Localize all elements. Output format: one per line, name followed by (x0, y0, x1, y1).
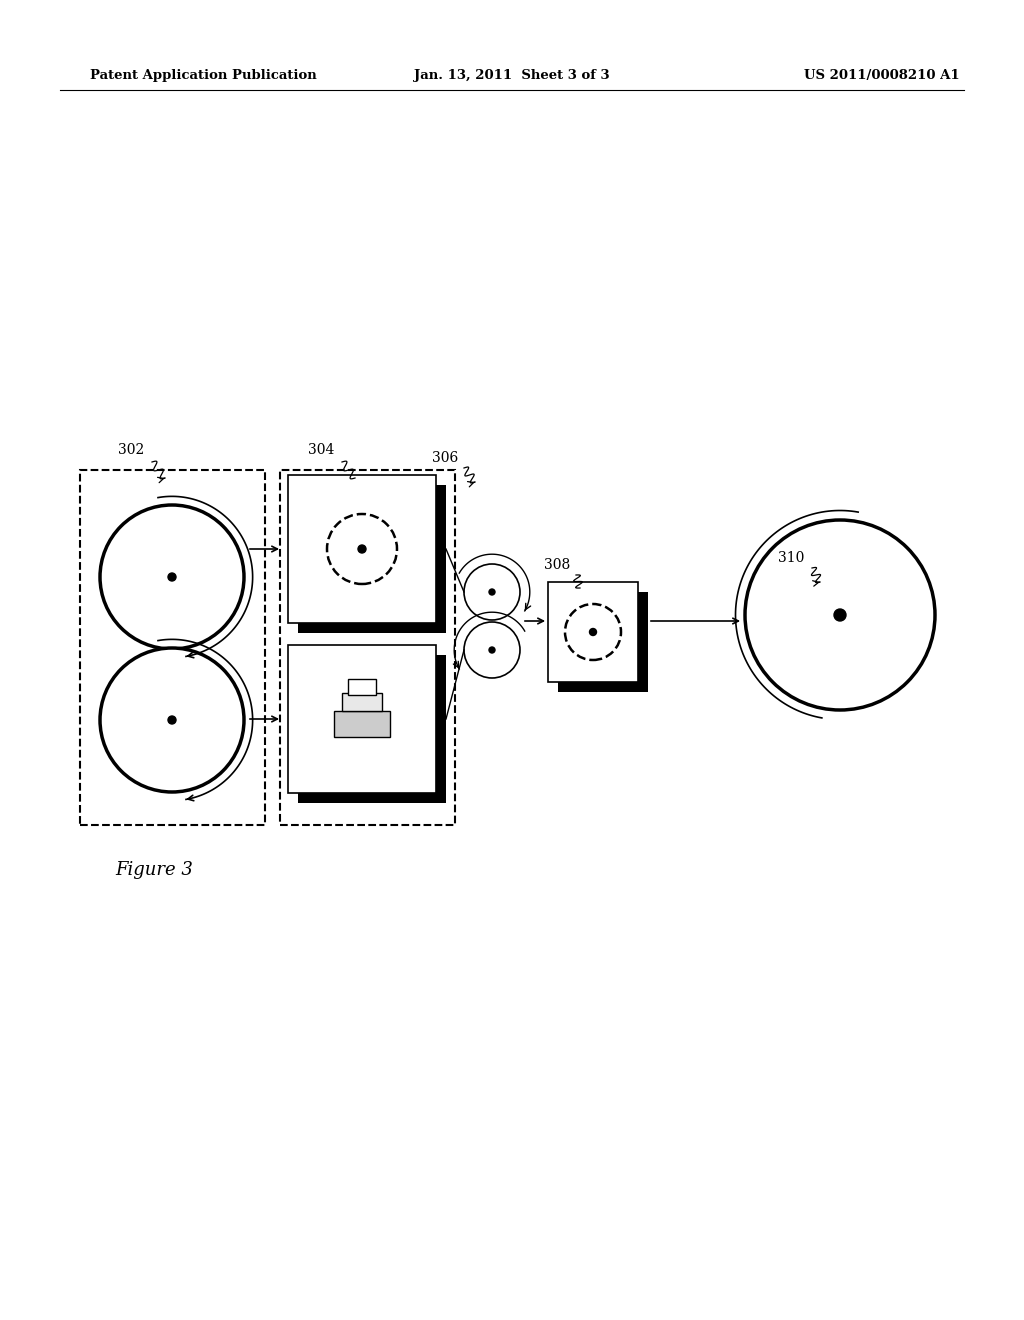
Bar (334, 711, 390, 737)
Circle shape (358, 545, 366, 553)
Text: 308: 308 (544, 558, 570, 572)
Circle shape (745, 520, 935, 710)
Text: 306: 306 (432, 451, 459, 465)
Bar (288, 475, 436, 623)
Circle shape (168, 715, 176, 723)
Circle shape (489, 647, 495, 653)
Text: 310: 310 (778, 550, 805, 565)
Bar (298, 655, 446, 803)
Text: Jan. 13, 2011  Sheet 3 of 3: Jan. 13, 2011 Sheet 3 of 3 (414, 69, 610, 82)
Circle shape (464, 622, 520, 678)
Bar (548, 582, 638, 682)
Text: 304: 304 (308, 444, 335, 457)
Circle shape (327, 513, 397, 583)
Circle shape (565, 605, 621, 660)
Text: 302: 302 (118, 444, 144, 457)
Bar (80, 470, 265, 825)
Circle shape (100, 648, 244, 792)
Text: Patent Application Publication: Patent Application Publication (90, 69, 316, 82)
Bar (342, 693, 382, 711)
Bar (298, 484, 446, 634)
Circle shape (100, 506, 244, 649)
Circle shape (590, 628, 597, 635)
Bar (288, 645, 436, 793)
Bar (280, 470, 455, 825)
Text: Figure 3: Figure 3 (115, 861, 193, 879)
Circle shape (834, 609, 846, 620)
Circle shape (464, 564, 520, 620)
Bar (348, 678, 376, 696)
Bar (558, 591, 648, 692)
Circle shape (489, 589, 495, 595)
Circle shape (168, 573, 176, 581)
Text: US 2011/0008210 A1: US 2011/0008210 A1 (805, 69, 961, 82)
